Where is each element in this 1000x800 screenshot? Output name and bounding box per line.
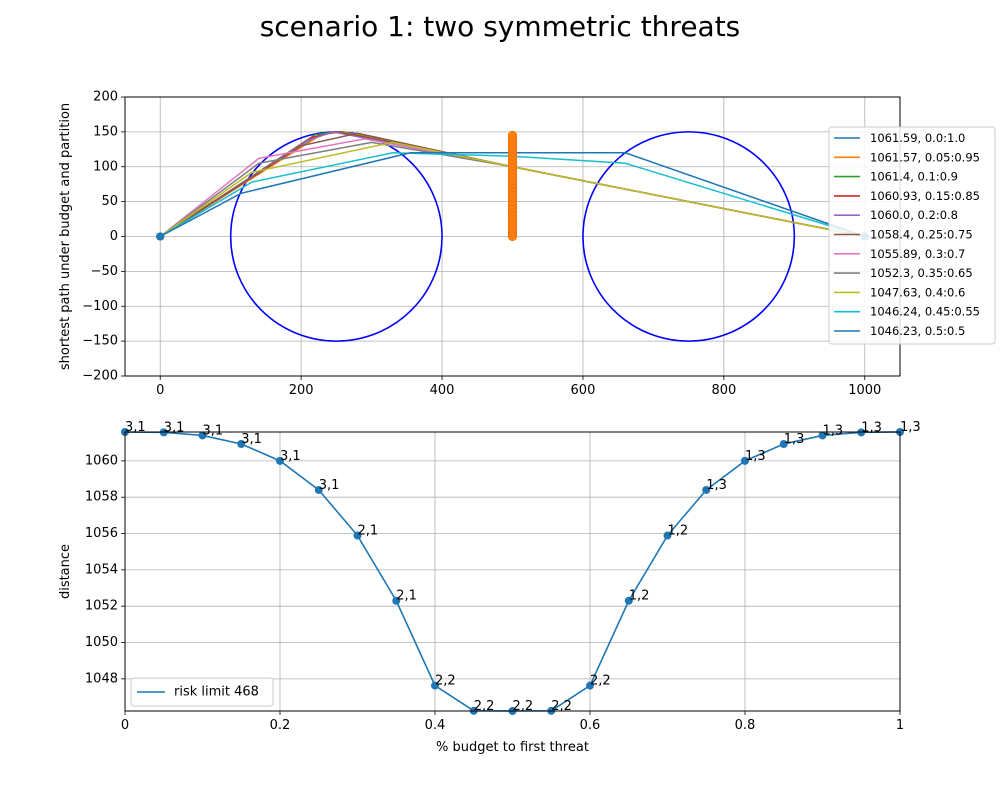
distance-point-17 bbox=[779, 439, 788, 448]
partition-label-16: 1,3 bbox=[745, 449, 766, 464]
partition-label-5: 3,1 bbox=[319, 478, 340, 493]
bottom-legend-label: risk limit 468 bbox=[174, 685, 259, 700]
bottom-xtick-label-5: 1 bbox=[896, 718, 904, 733]
distance-point-13 bbox=[624, 596, 633, 605]
bottom-ytick-label-0: 1048 bbox=[85, 671, 118, 686]
bottom-legend: risk limit 468 bbox=[130, 677, 274, 707]
top-ytick-label-0: −200 bbox=[82, 369, 118, 384]
partition-label-14: 1,2 bbox=[668, 524, 689, 539]
legend-label-7: 1052.3, 0.35:0.65 bbox=[870, 266, 973, 280]
top-ytick-label-4: 0 bbox=[110, 229, 118, 244]
partition-label-19: 1,3 bbox=[861, 420, 882, 435]
bottom-ytick-label-1: 1050 bbox=[85, 635, 118, 650]
partition-label-7: 2,1 bbox=[396, 589, 417, 604]
partition-label-13: 1,2 bbox=[629, 589, 650, 604]
partition-label-18: 1,3 bbox=[823, 423, 844, 438]
partition-label-3: 3,1 bbox=[241, 432, 262, 447]
legend-label-0: 1061.59, 0.0:1.0 bbox=[870, 131, 965, 145]
partition-label-10: 2,2 bbox=[513, 699, 534, 714]
barrier-marker bbox=[508, 131, 517, 140]
legend-label-9: 1046.24, 0.45:0.55 bbox=[870, 305, 980, 319]
legend-label-5: 1058.4, 0.25:0.75 bbox=[870, 228, 973, 242]
partition-label-11: 2,2 bbox=[551, 699, 572, 714]
top-ytick-label-7: 150 bbox=[93, 124, 118, 139]
bottom-xtick-label-0: 0 bbox=[121, 718, 129, 733]
top-xtick-label-1: 200 bbox=[289, 383, 314, 398]
partition-label-6: 2,1 bbox=[358, 524, 379, 539]
path-series-9 bbox=[159, 152, 865, 238]
distance-point-6 bbox=[353, 531, 362, 540]
bottom-ytick-label-6: 1060 bbox=[85, 453, 118, 468]
distance-point-2 bbox=[198, 431, 207, 440]
top-xtick-label-0: 0 bbox=[156, 383, 164, 398]
bottom-ytick-label-2: 1052 bbox=[85, 599, 118, 614]
path-start-10 bbox=[156, 232, 165, 241]
top-ytick-label-6: 100 bbox=[93, 159, 118, 174]
bottom-ylabel: distance bbox=[58, 544, 73, 599]
partition-label-17: 1,3 bbox=[784, 432, 805, 447]
distance-point-14 bbox=[663, 531, 672, 540]
bottom-plot-area bbox=[121, 428, 904, 715]
distance-point-3 bbox=[237, 439, 246, 448]
top-legend-box bbox=[828, 126, 996, 345]
top-ytick-label-2: −100 bbox=[82, 299, 118, 314]
top-ytick-label-5: 50 bbox=[101, 194, 118, 209]
path-series-10 bbox=[159, 152, 866, 238]
legend-label-3: 1060.93, 0.15:0.85 bbox=[870, 189, 980, 203]
bottom-xtick-label-1: 0.2 bbox=[270, 718, 291, 733]
distance-point-15 bbox=[702, 485, 711, 494]
distance-point-5 bbox=[314, 485, 323, 494]
top-ylabel: shortest path under budget and partition bbox=[58, 103, 73, 370]
top-xtick-label-3: 600 bbox=[571, 383, 596, 398]
distance-point-4 bbox=[276, 456, 284, 465]
legend-label-10: 1046.23, 0.5:0.5 bbox=[870, 324, 965, 338]
partition-label-4: 3,1 bbox=[280, 449, 301, 464]
partition-label-2: 3,1 bbox=[203, 423, 224, 438]
bottom-xlabel: % budget to first threat bbox=[436, 740, 589, 755]
legend-label-8: 1047.63, 0.4:0.6 bbox=[870, 285, 965, 299]
legend-label-1: 1061.57, 0.05:0.95 bbox=[870, 150, 980, 164]
partition-label-9: 2,2 bbox=[474, 699, 495, 714]
top-ytick-label-1: −150 bbox=[82, 334, 118, 349]
bottom-xtick-label-2: 0.4 bbox=[425, 718, 446, 733]
figure-title: scenario 1: two symmetric threats bbox=[259, 10, 741, 43]
partition-label-0: 3,1 bbox=[125, 420, 146, 435]
distance-point-7 bbox=[392, 596, 401, 605]
distance-point-18 bbox=[818, 431, 827, 440]
bottom-xtick-label-3: 0.6 bbox=[580, 718, 601, 733]
partition-label-20: 1,3 bbox=[900, 420, 921, 435]
top-xtick-label-2: 400 bbox=[430, 383, 455, 398]
path-series-8 bbox=[159, 141, 865, 238]
top-ytick-label-3: −50 bbox=[91, 264, 118, 279]
top-chart-paths: 0 200 400 600 800 1000 −200 −150 −100 −50 0 50 100 15… bbox=[58, 90, 996, 398]
top-ytick-label-8: 200 bbox=[93, 90, 118, 105]
distance-point-16 bbox=[741, 456, 749, 465]
bottom-ytick-label-5: 1058 bbox=[85, 490, 118, 505]
partition-label-1: 3,1 bbox=[164, 420, 185, 435]
partition-label-15: 1,3 bbox=[706, 478, 727, 493]
bottom-ytick-label-3: 1054 bbox=[85, 562, 118, 577]
top-legend: 1061.59, 0.0:1.0 1061.57, 0.05:0.95 1061.4… bbox=[828, 126, 996, 345]
bottom-frame bbox=[124, 431, 901, 712]
top-xtick-label-4: 800 bbox=[711, 383, 736, 398]
legend-label-6: 1055.89, 0.3:0.7 bbox=[870, 247, 965, 261]
bottom-legend-box bbox=[130, 677, 274, 707]
bottom-xtick-label-4: 0.8 bbox=[735, 718, 756, 733]
partition-label-12: 2,2 bbox=[590, 674, 611, 689]
threat-circle-2 bbox=[582, 131, 796, 342]
top-xtick-label-5: 1000 bbox=[848, 383, 881, 398]
distance-point-12 bbox=[586, 681, 594, 690]
partition-label-8: 2,2 bbox=[435, 674, 456, 689]
distance-line bbox=[124, 431, 901, 712]
legend-label-2: 1061.4, 0.1:0.9 bbox=[870, 170, 958, 184]
bottom-chart-distance: 0 0.2 0.4 0.6 0.8 1 1048 1050 1052 1054 1056 1058 10… bbox=[58, 420, 921, 755]
legend-label-4: 1060.0, 0.2:0.8 bbox=[870, 208, 958, 222]
bottom-ytick-label-4: 1056 bbox=[85, 526, 118, 541]
distance-point-8 bbox=[431, 681, 439, 690]
